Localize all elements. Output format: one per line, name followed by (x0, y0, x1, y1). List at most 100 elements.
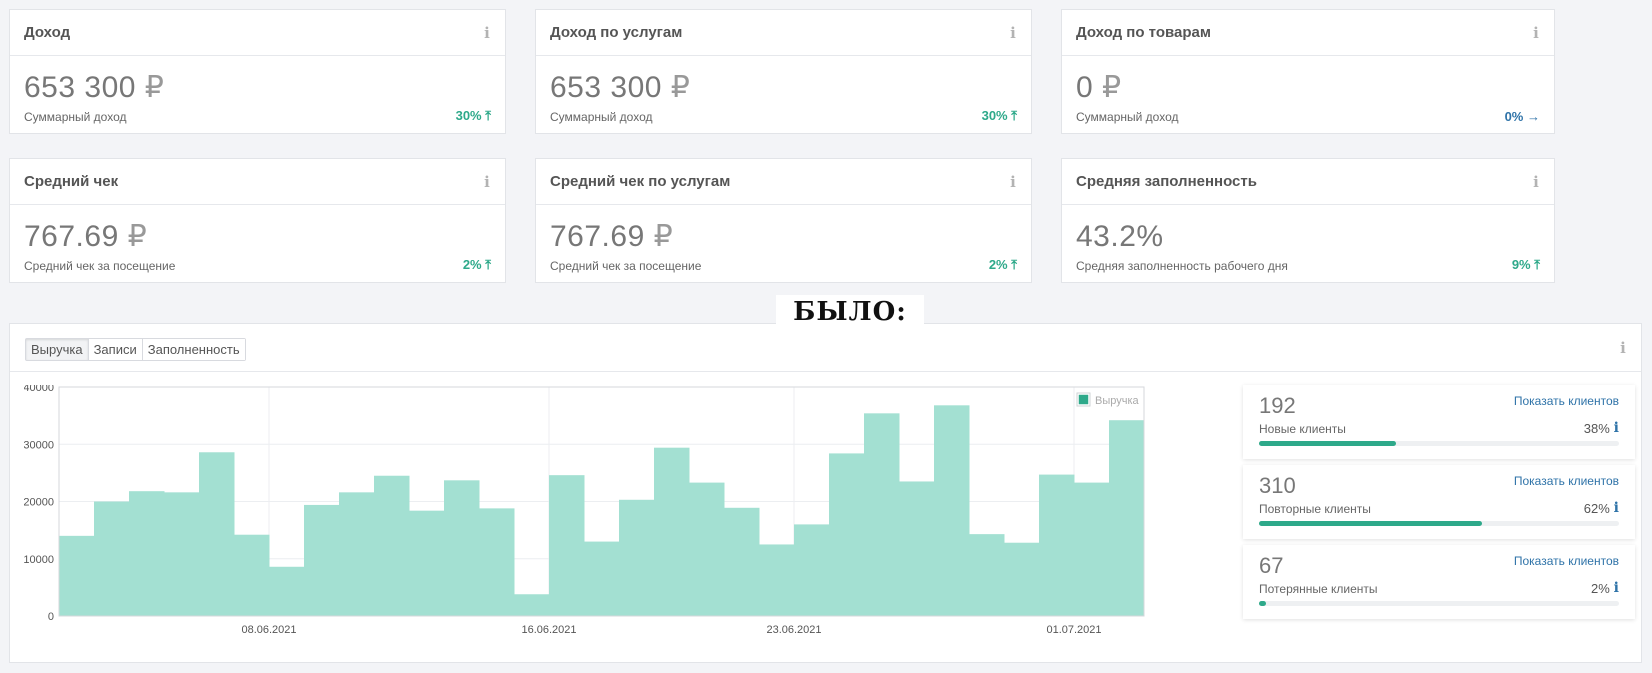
info-icon[interactable]: i (1613, 500, 1619, 516)
tab-revenue[interactable]: Выручка (26, 339, 89, 360)
show-clients-link[interactable]: Показать клиентов (1513, 554, 1619, 568)
bar (549, 475, 585, 616)
kpi-card-title: Доход (24, 24, 71, 41)
kpi-card-header: Доход i (10, 10, 505, 56)
bar (1109, 420, 1145, 616)
bar (479, 508, 515, 616)
stat-progress-fill (1259, 521, 1483, 526)
show-clients-link[interactable]: Показать клиентов (1513, 394, 1619, 408)
stat-label: Повторные клиенты (1259, 502, 1371, 516)
arrow-up-icon: ⤒ (485, 108, 491, 123)
info-icon[interactable]: i (1613, 580, 1619, 596)
bar (619, 499, 655, 616)
bar (94, 501, 130, 616)
kpi-card-header: Доход по товарам i (1062, 10, 1554, 56)
y-tick-label: 40000 (24, 385, 54, 394)
kpi-value: 0 ₽ (1076, 71, 1122, 104)
stat-count: 67 (1259, 553, 1284, 578)
stat-label: Новые клиенты (1259, 422, 1346, 436)
bar (689, 482, 725, 616)
legend-swatch-border (1076, 392, 1091, 407)
plot-border (58, 386, 1145, 617)
kpi-card-avg-occupancy: Средняя заполненность i 43.2% Средняя за… (1061, 158, 1555, 283)
kpi-trend: 30% ⤒ (455, 108, 491, 123)
tab-occupancy[interactable]: Заполненность (142, 339, 245, 360)
bar (969, 534, 1005, 616)
stat-count: 310 (1259, 473, 1296, 498)
x-tick-label: 23.06.2021 (766, 624, 821, 636)
info-icon[interactable]: i (1613, 420, 1619, 436)
bar (339, 492, 375, 616)
kpi-value: 767.69 ₽ (24, 220, 148, 253)
kpi-value: 653 300 ₽ (550, 71, 691, 104)
bar (234, 534, 270, 616)
arrow-up-icon: ⤒ (1534, 257, 1540, 272)
info-icon[interactable]: i (1533, 23, 1539, 42)
info-icon[interactable]: i (1010, 172, 1016, 191)
y-tick-label: 30000 (24, 439, 54, 451)
info-icon[interactable]: i (484, 172, 490, 191)
kpi-card-header: Средний чек i (10, 159, 505, 205)
kpi-card-goods-revenue: Доход по товарам i 0 ₽ Суммарный доход 0… (1061, 9, 1555, 134)
stat-percent: 2% (1590, 581, 1610, 596)
kpi-value: 43.2% (1076, 220, 1164, 253)
bar (374, 475, 410, 616)
bar (409, 510, 445, 616)
bar (59, 535, 95, 616)
stat-progress-track (1259, 521, 1619, 526)
tab-bookings[interactable]: Записи (88, 339, 143, 360)
bar (164, 492, 200, 616)
x-tick-label: 16.06.2021 (521, 624, 576, 636)
info-icon[interactable]: i (1010, 23, 1016, 42)
legend-label: Выручка (1095, 395, 1140, 407)
kpi-label: Средний чек за посещение (24, 259, 176, 273)
kpi-card-header: Средняя заполненность i (1062, 159, 1554, 205)
x-tick-label: 08.06.2021 (241, 624, 296, 636)
stat-percent: 38% (1583, 421, 1610, 436)
bar (759, 544, 795, 616)
x-tick-label: 01.07.2021 (1046, 624, 1101, 636)
show-clients-link[interactable]: Показать клиентов (1513, 474, 1619, 488)
kpi-label: Средний чек за посещение (550, 259, 702, 273)
stat-repeat-clients: 310 Показать клиентов Повторные клиенты … (1243, 465, 1635, 539)
y-tick-label: 10000 (24, 554, 54, 566)
arrow-up-icon: ⤒ (1011, 108, 1017, 123)
kpi-card-header: Средний чек по услугам i (536, 159, 1031, 205)
stat-progress-track (1259, 601, 1619, 606)
arrow-up-icon: ⤒ (485, 257, 491, 272)
kpi-card-avg-check: Средний чек i 767.69 ₽ Средний чек за по… (9, 158, 506, 283)
kpi-value: 653 300 ₽ (24, 71, 165, 104)
bar (1004, 542, 1040, 616)
kpi-card-title: Средняя заполненность (1076, 173, 1257, 190)
info-icon[interactable]: i (1620, 338, 1626, 357)
kpi-label: Средняя заполненность рабочего дня (1076, 259, 1288, 273)
kpi-card-title: Доход по услугам (550, 24, 683, 41)
bar (724, 507, 760, 616)
kpi-card-revenue: Доход i 653 300 ₽ Суммарный доход 30% ⤒ (9, 9, 506, 134)
kpi-trend: 2% ⤒ (462, 257, 491, 272)
kpi-card-title: Средний чек по услугам (550, 173, 731, 190)
stamp-label: БЫЛО: (776, 295, 924, 327)
info-icon[interactable]: i (484, 23, 490, 42)
bar (584, 541, 620, 616)
info-icon[interactable]: i (1533, 172, 1539, 191)
bar (514, 594, 550, 616)
kpi-label: Суммарный доход (24, 110, 127, 124)
y-tick-label: 0 (48, 611, 54, 623)
bar (444, 480, 480, 616)
kpi-label: Суммарный доход (550, 110, 653, 124)
stat-count: 192 (1259, 393, 1296, 418)
legend-swatch (1077, 393, 1090, 406)
kpi-trend: 30% ⤒ (981, 108, 1017, 123)
bar (1039, 474, 1075, 616)
bar (934, 405, 970, 616)
stat-progress-fill (1259, 441, 1396, 446)
bar (654, 447, 690, 616)
stat-label: Потерянные клиенты (1259, 582, 1378, 596)
arrow-right-icon: → (1527, 109, 1540, 124)
bar (304, 504, 340, 616)
y-tick-label: 20000 (24, 497, 54, 509)
bar (864, 413, 900, 616)
stat-percent: 62% (1583, 501, 1610, 516)
kpi-value: 767.69 ₽ (550, 220, 674, 253)
